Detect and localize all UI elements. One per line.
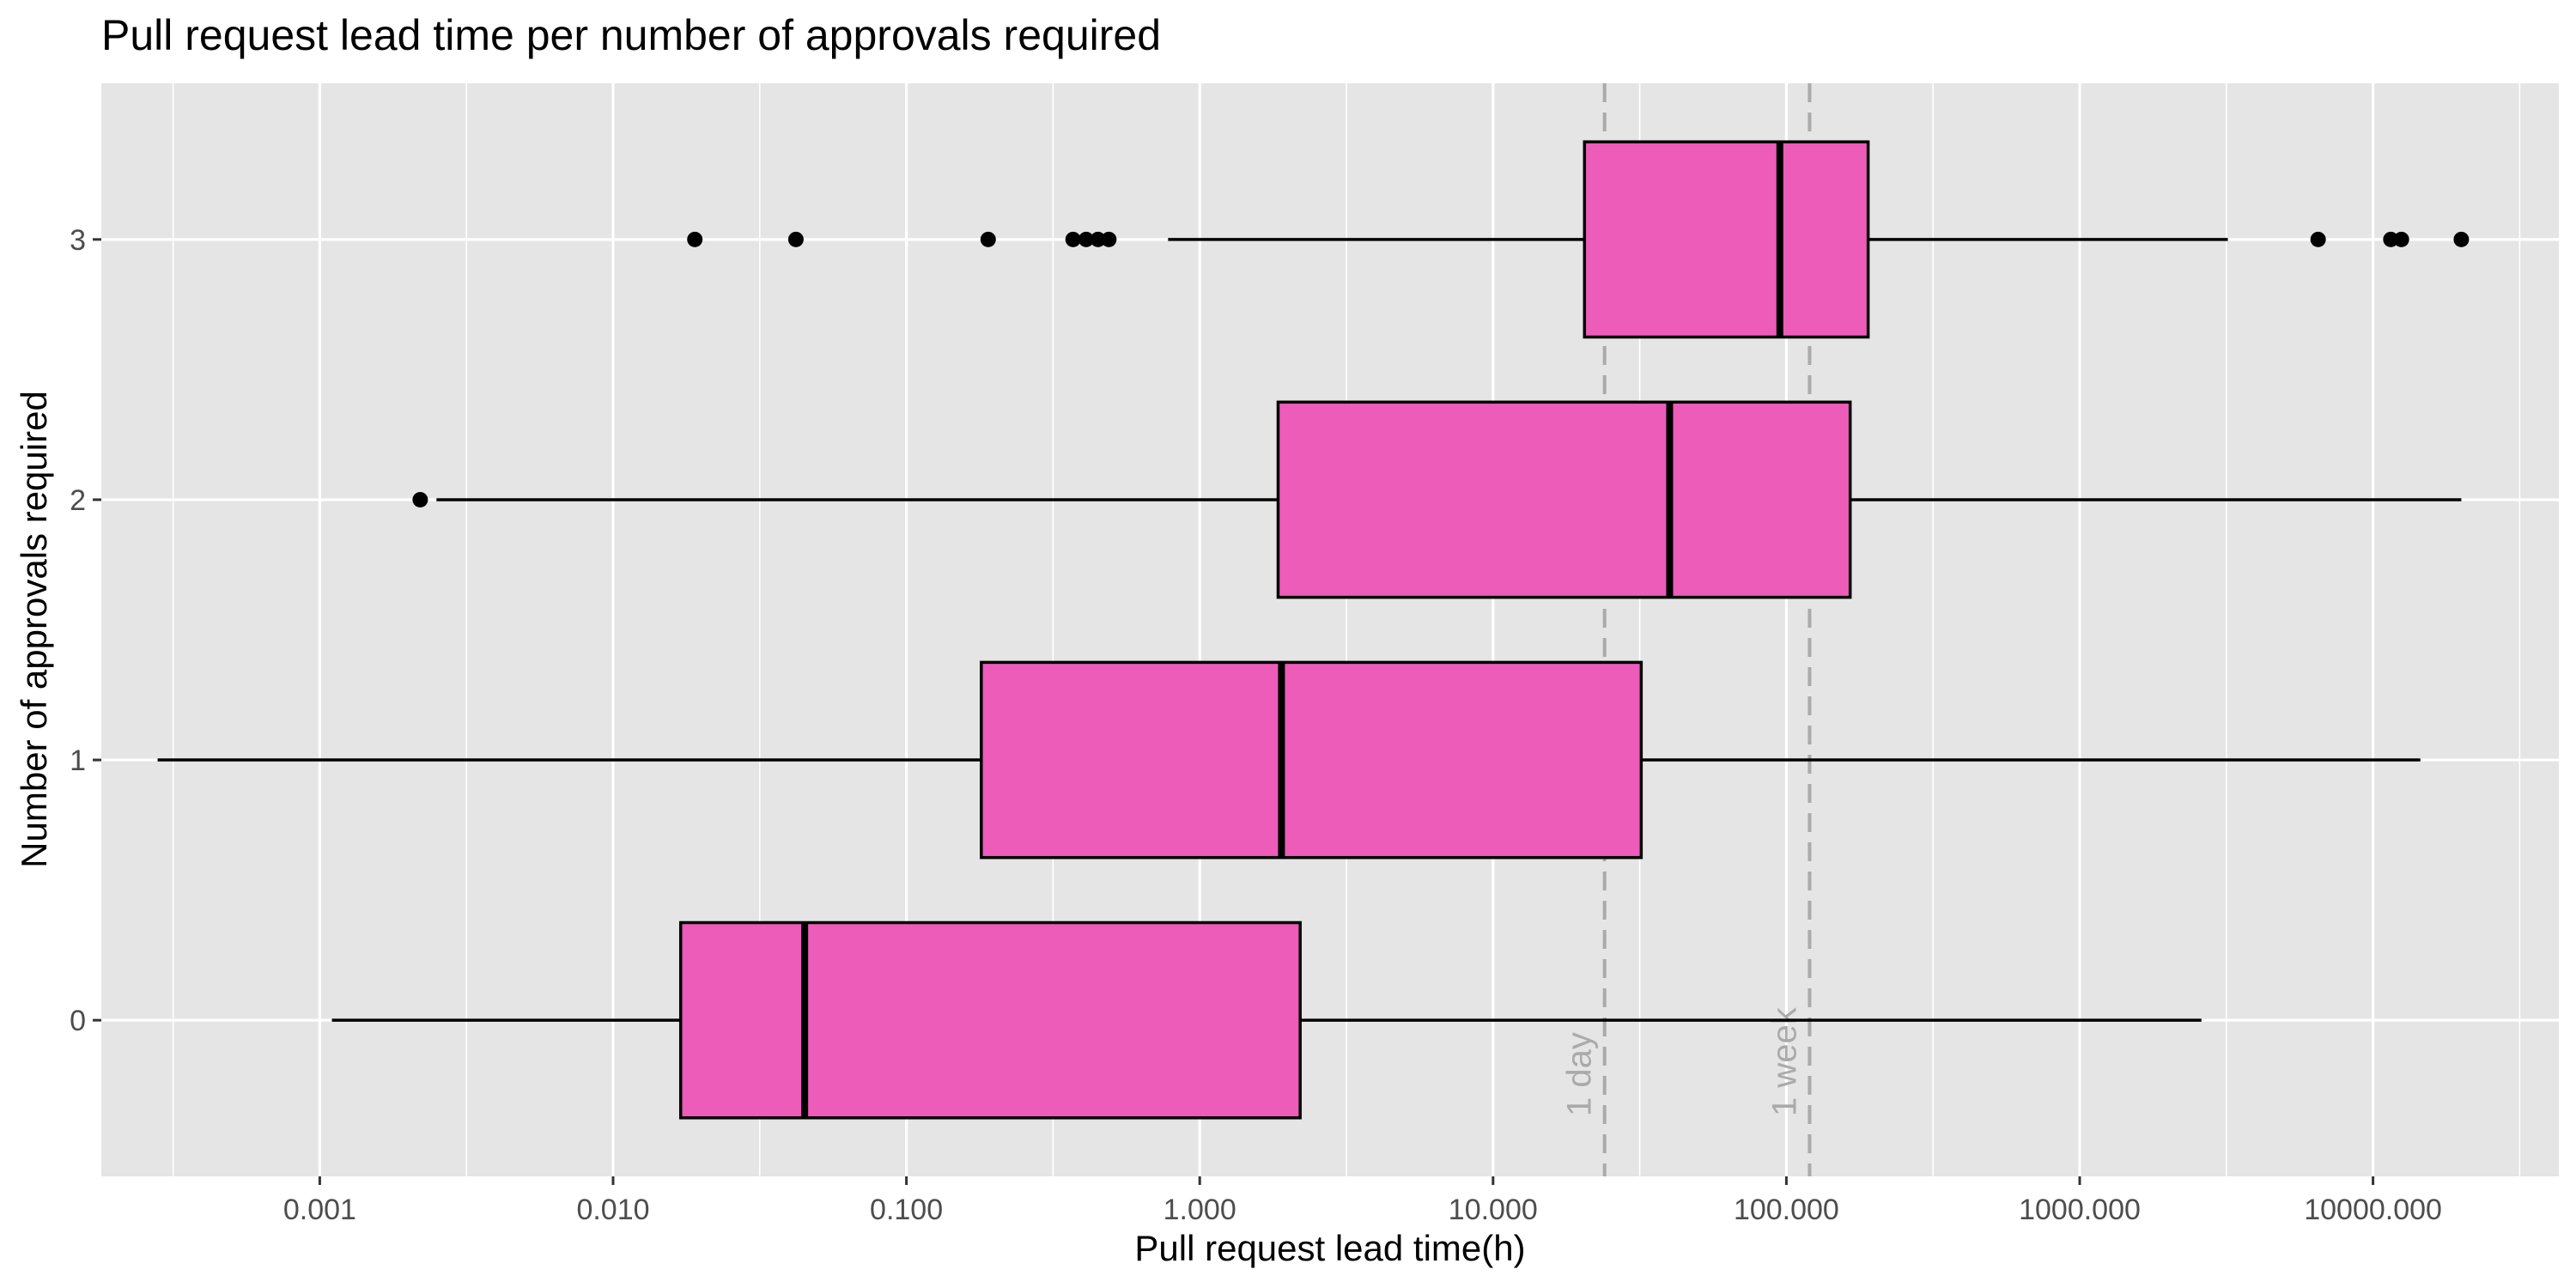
x-tick-label: 1000.000	[2019, 1194, 2141, 1226]
y-axis-ticks: 0 1 2 3	[70, 224, 101, 1037]
plot-panel	[101, 83, 2559, 1176]
box	[678, 920, 1302, 1120]
x-axis-ticks: 0.001 0.010 0.100 1.000 10.000 100.000 1000.00…	[283, 1176, 2442, 1226]
box	[1583, 140, 1870, 339]
box	[1276, 400, 1852, 599]
y-tick-label: 3	[70, 224, 86, 257]
box-group	[331, 920, 2202, 1120]
outlier-point	[2453, 231, 2470, 247]
x-tick-label: 0.001	[283, 1194, 356, 1226]
box-group	[687, 140, 2470, 339]
y-tick-label: 0	[70, 1005, 86, 1037]
x-axis-label: Pull request lead time(h)	[1134, 1228, 1525, 1268]
outlier-point	[1101, 231, 1117, 247]
outlier-point	[1078, 231, 1094, 247]
chart-title: Pull request lead time per number of app…	[101, 11, 1161, 59]
outlier-point	[1090, 231, 1106, 247]
x-tick-label: 100.000	[1734, 1194, 1839, 1226]
outlier-point	[1065, 231, 1081, 247]
outlier-point	[2383, 231, 2399, 247]
box-group	[412, 400, 2462, 599]
reference-line-label: 1 week	[1765, 1006, 1803, 1116]
x-tick-label: 0.010	[576, 1194, 649, 1226]
reference-line-label: 1 day	[1561, 1032, 1599, 1116]
x-tick-label: 10.000	[1449, 1194, 1538, 1226]
x-tick-label: 0.100	[870, 1194, 943, 1226]
y-tick-label: 1	[70, 744, 86, 777]
box	[980, 660, 1643, 860]
outlier-point	[787, 231, 804, 247]
boxes	[157, 140, 2470, 1120]
y-axis-label: Number of approvals required	[14, 391, 54, 868]
outlier-point	[2393, 231, 2409, 247]
x-tick-label: 10000.000	[2304, 1194, 2442, 1226]
outlier-point	[687, 231, 703, 247]
x-tick-label: 1.000	[1163, 1194, 1236, 1226]
y-tick-label: 2	[70, 484, 86, 517]
outlier-point	[2310, 231, 2326, 247]
box-group	[157, 660, 2421, 860]
outlier-point	[980, 231, 996, 247]
outlier-point	[412, 491, 428, 507]
